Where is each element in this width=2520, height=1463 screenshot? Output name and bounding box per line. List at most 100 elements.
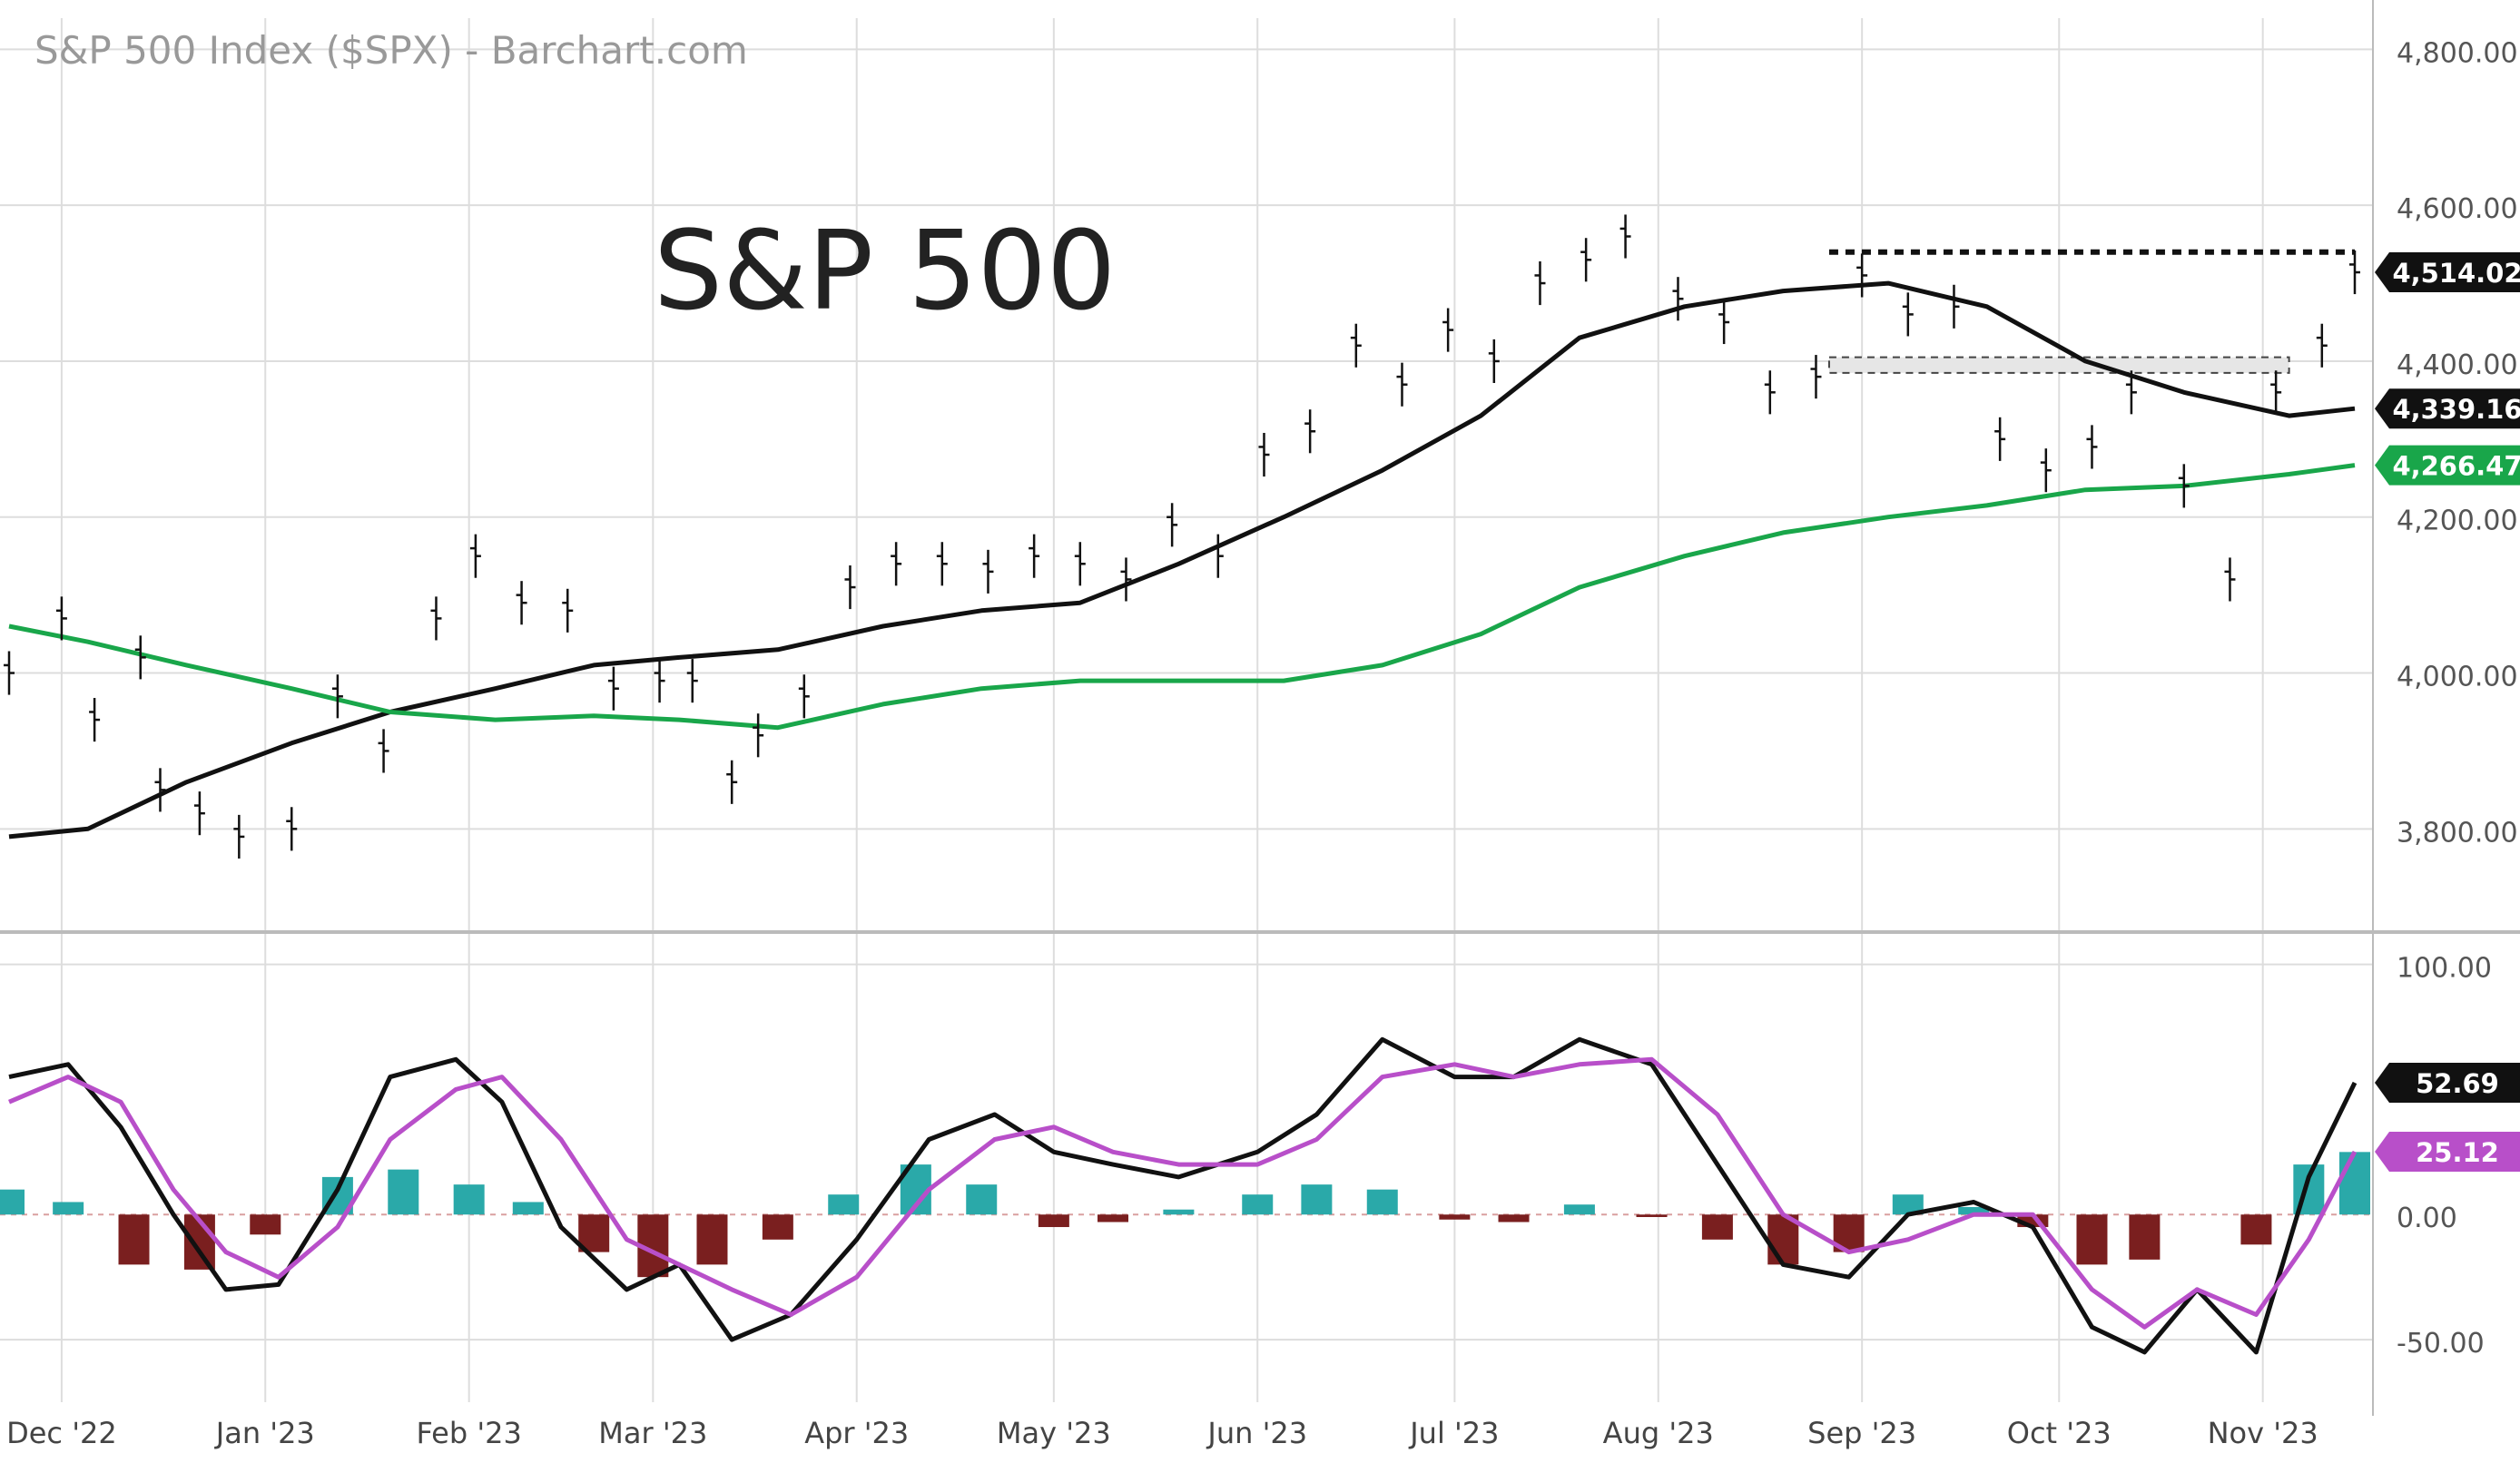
histogram-bar xyxy=(1701,1214,1733,1240)
histogram-bar xyxy=(696,1214,728,1265)
price-bar xyxy=(654,659,665,703)
value-badge: 4,266.47 xyxy=(2375,445,2520,486)
price-bar xyxy=(2178,464,2190,508)
price-bar xyxy=(1258,432,1270,477)
chart-title: S&P 500 Index ($SPX) - Barchart.com xyxy=(34,28,748,73)
x-tick-label: Aug '23 xyxy=(1603,1416,1714,1450)
value-badge: 4,339.16 xyxy=(2375,388,2520,429)
histogram-bar xyxy=(828,1194,860,1215)
x-tick-label: Nov '23 xyxy=(2208,1416,2318,1450)
price-bar xyxy=(4,651,15,695)
y-axis-labels: 3,800.00 4,000.00 4,200.00 4,400.00 4,600.00… xyxy=(2397,37,2518,1360)
histogram-bar xyxy=(250,1214,281,1235)
series-lines xyxy=(8,280,2358,1355)
price-bar xyxy=(2040,448,2052,493)
price-bar xyxy=(1442,308,1454,352)
histogram-bar xyxy=(453,1184,485,1215)
histogram-bar xyxy=(2076,1214,2108,1265)
price-bar xyxy=(2125,370,2137,415)
price-bar xyxy=(233,814,245,859)
price-bar xyxy=(562,588,574,633)
histogram-bar xyxy=(1098,1214,1128,1222)
x-tick-label: May '23 xyxy=(997,1416,1111,1450)
price-bar xyxy=(844,565,856,610)
histogram-bar xyxy=(1498,1214,1530,1222)
price-y-tick-label: 4,200.00 xyxy=(2397,506,2518,537)
price-bar xyxy=(1166,503,1178,547)
x-tick-label: Jun '23 xyxy=(1206,1416,1307,1450)
price-bar xyxy=(2086,425,2098,469)
histogram-bar xyxy=(0,1189,25,1215)
price-bar xyxy=(516,581,527,625)
price-bar xyxy=(134,635,146,680)
price-y-tick-label: 4,400.00 xyxy=(2397,349,2518,381)
price-bar xyxy=(1350,323,1362,368)
x-axis-labels: Dec '22 Jan '23 Feb '23 Mar '23 Apr '23 May '… xyxy=(6,1416,2318,1450)
price-bar xyxy=(1074,542,1086,586)
price-bar xyxy=(1764,370,1776,415)
badge-label: 25.12 xyxy=(2416,1137,2499,1168)
price-bar xyxy=(891,542,902,586)
histogram-bar xyxy=(53,1202,84,1215)
histogram-bar xyxy=(1892,1194,1924,1215)
price-bar xyxy=(607,666,619,711)
stoch-d-line xyxy=(8,1056,2358,1330)
price-bar xyxy=(1212,534,1224,578)
x-tick-label: Jan '23 xyxy=(214,1416,315,1450)
price-bar xyxy=(378,729,389,773)
histogram-bar xyxy=(1301,1184,1333,1215)
histogram-bar xyxy=(118,1214,150,1265)
price-bar xyxy=(798,674,810,719)
badge-label: 4,339.16 xyxy=(2392,394,2520,425)
price-bar xyxy=(982,549,994,594)
price-bar xyxy=(55,596,67,641)
x-tick-label: Apr '23 xyxy=(804,1416,909,1450)
price-bar xyxy=(154,768,166,812)
chart-big-label: S&P 500 xyxy=(654,209,1116,335)
price-bar xyxy=(286,807,298,851)
histogram-bar xyxy=(966,1184,998,1215)
x-tick-label: Oct '23 xyxy=(2007,1416,2111,1450)
badge-label: 4,514.02 xyxy=(2392,258,2520,289)
price-bar xyxy=(1396,362,1408,407)
price-bar xyxy=(2349,250,2360,295)
histogram-bar xyxy=(1958,1206,1990,1215)
price-y-tick-label: 4,800.00 xyxy=(2397,37,2518,69)
price-bar xyxy=(2316,323,2328,368)
price-y-tick-label: 3,800.00 xyxy=(2397,817,2518,849)
value-badge: 52.69 xyxy=(2375,1062,2520,1103)
price-bar xyxy=(469,534,481,578)
price-y-tick-label: 4,000.00 xyxy=(2397,662,2518,693)
histogram-bar xyxy=(2240,1214,2272,1245)
price-bar xyxy=(2224,557,2236,602)
support-band xyxy=(1827,356,2290,374)
price-bar xyxy=(89,698,101,742)
histogram-bar xyxy=(2339,1152,2370,1215)
price-bar xyxy=(1120,557,1132,602)
x-tick-label: Dec '22 xyxy=(6,1416,117,1450)
price-bar xyxy=(686,659,698,703)
badge-label: 4,266.47 xyxy=(2392,451,2520,482)
x-tick-label: Feb '23 xyxy=(416,1416,521,1450)
osc-y-tick-label: -50.00 xyxy=(2397,1328,2485,1360)
histogram-bar xyxy=(1242,1194,1274,1215)
price-bar xyxy=(2270,370,2282,415)
histogram-bar xyxy=(2129,1214,2161,1260)
price-bar xyxy=(1948,284,1960,329)
price-bar xyxy=(1488,339,1500,383)
price-bar xyxy=(1534,261,1546,306)
price-bar xyxy=(430,596,442,641)
osc-y-tick-label: 100.00 xyxy=(2397,953,2492,985)
x-tick-label: Mar '23 xyxy=(598,1416,707,1450)
value-badge: 4,514.02 xyxy=(2375,252,2520,293)
value-badge: 25.12 xyxy=(2375,1131,2520,1172)
histogram-bar xyxy=(1636,1214,1668,1217)
price-bar xyxy=(1994,417,2006,461)
annotations xyxy=(1827,249,2355,374)
grid-layer xyxy=(0,0,2374,1416)
stoch-k-line xyxy=(8,1036,2358,1355)
histogram-bar xyxy=(1038,1214,1069,1228)
histogram-bar xyxy=(1366,1189,1398,1215)
histogram-bar xyxy=(388,1169,419,1215)
